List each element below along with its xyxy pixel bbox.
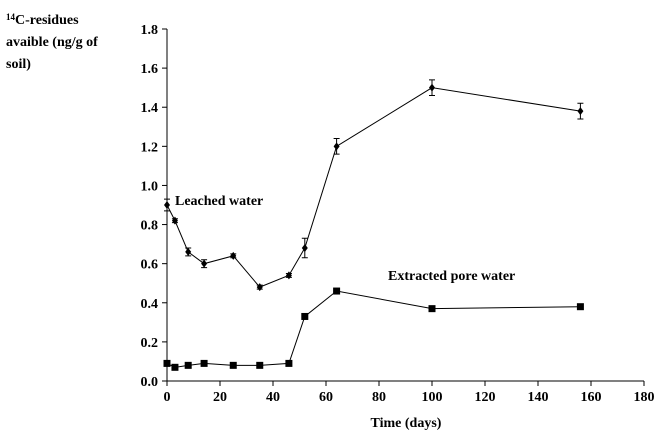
y-axis-label: 14C-residues xyxy=(6,12,79,28)
x-tick-label: 120 xyxy=(475,390,496,405)
point xyxy=(256,283,263,292)
point xyxy=(171,216,178,225)
point xyxy=(576,303,584,311)
point xyxy=(301,312,309,320)
x-tick-label: 140 xyxy=(528,390,549,405)
point xyxy=(164,201,170,209)
point xyxy=(201,259,208,268)
y-tick-label: 0.6 xyxy=(141,258,159,273)
y-tick-label: 1.0 xyxy=(141,179,159,194)
x-tick-label: 100 xyxy=(422,390,443,405)
point xyxy=(200,359,208,367)
point xyxy=(185,247,192,256)
point xyxy=(230,251,237,260)
point xyxy=(285,359,293,367)
x-tick-label: 80 xyxy=(372,390,386,405)
x-tick-label: 0 xyxy=(164,390,171,405)
point xyxy=(428,305,436,313)
point xyxy=(577,107,584,116)
x-tick-label: 180 xyxy=(634,390,655,405)
y-tick-label: 0.8 xyxy=(141,219,159,234)
point xyxy=(301,244,308,253)
y-axis-label: soil) xyxy=(6,57,31,72)
point xyxy=(333,287,341,295)
x-tick-label: 20 xyxy=(213,390,227,405)
series-line xyxy=(166,87,581,288)
y-tick-label: 1.8 xyxy=(141,23,159,38)
y-label-line: C-residues xyxy=(15,13,79,28)
point xyxy=(333,142,340,151)
y-tick-label: 0.2 xyxy=(141,336,159,351)
series-label: Extracted pore water xyxy=(388,269,515,284)
point xyxy=(285,271,292,280)
y-tick-label: 0.0 xyxy=(141,375,159,390)
point xyxy=(429,83,435,92)
point xyxy=(171,363,179,371)
x-tick-label: 40 xyxy=(266,390,280,405)
point xyxy=(229,361,237,369)
y-tick-label: 1.4 xyxy=(141,101,159,116)
point xyxy=(256,361,264,369)
series-line xyxy=(166,290,581,368)
point xyxy=(184,361,192,369)
x-tick-label: 160 xyxy=(581,390,602,405)
y-axis-label: avaible (ng/g of xyxy=(6,35,98,50)
y-label-superscript: 14 xyxy=(6,12,16,22)
series-label: Leached water xyxy=(175,194,263,209)
y-tick-label: 0.4 xyxy=(141,297,159,312)
x-axis-label: Time (days) xyxy=(371,416,442,431)
x-tick-label: 60 xyxy=(319,390,333,405)
point xyxy=(163,359,171,367)
y-tick-label: 1.6 xyxy=(141,62,159,77)
y-tick-label: 1.2 xyxy=(141,140,159,155)
